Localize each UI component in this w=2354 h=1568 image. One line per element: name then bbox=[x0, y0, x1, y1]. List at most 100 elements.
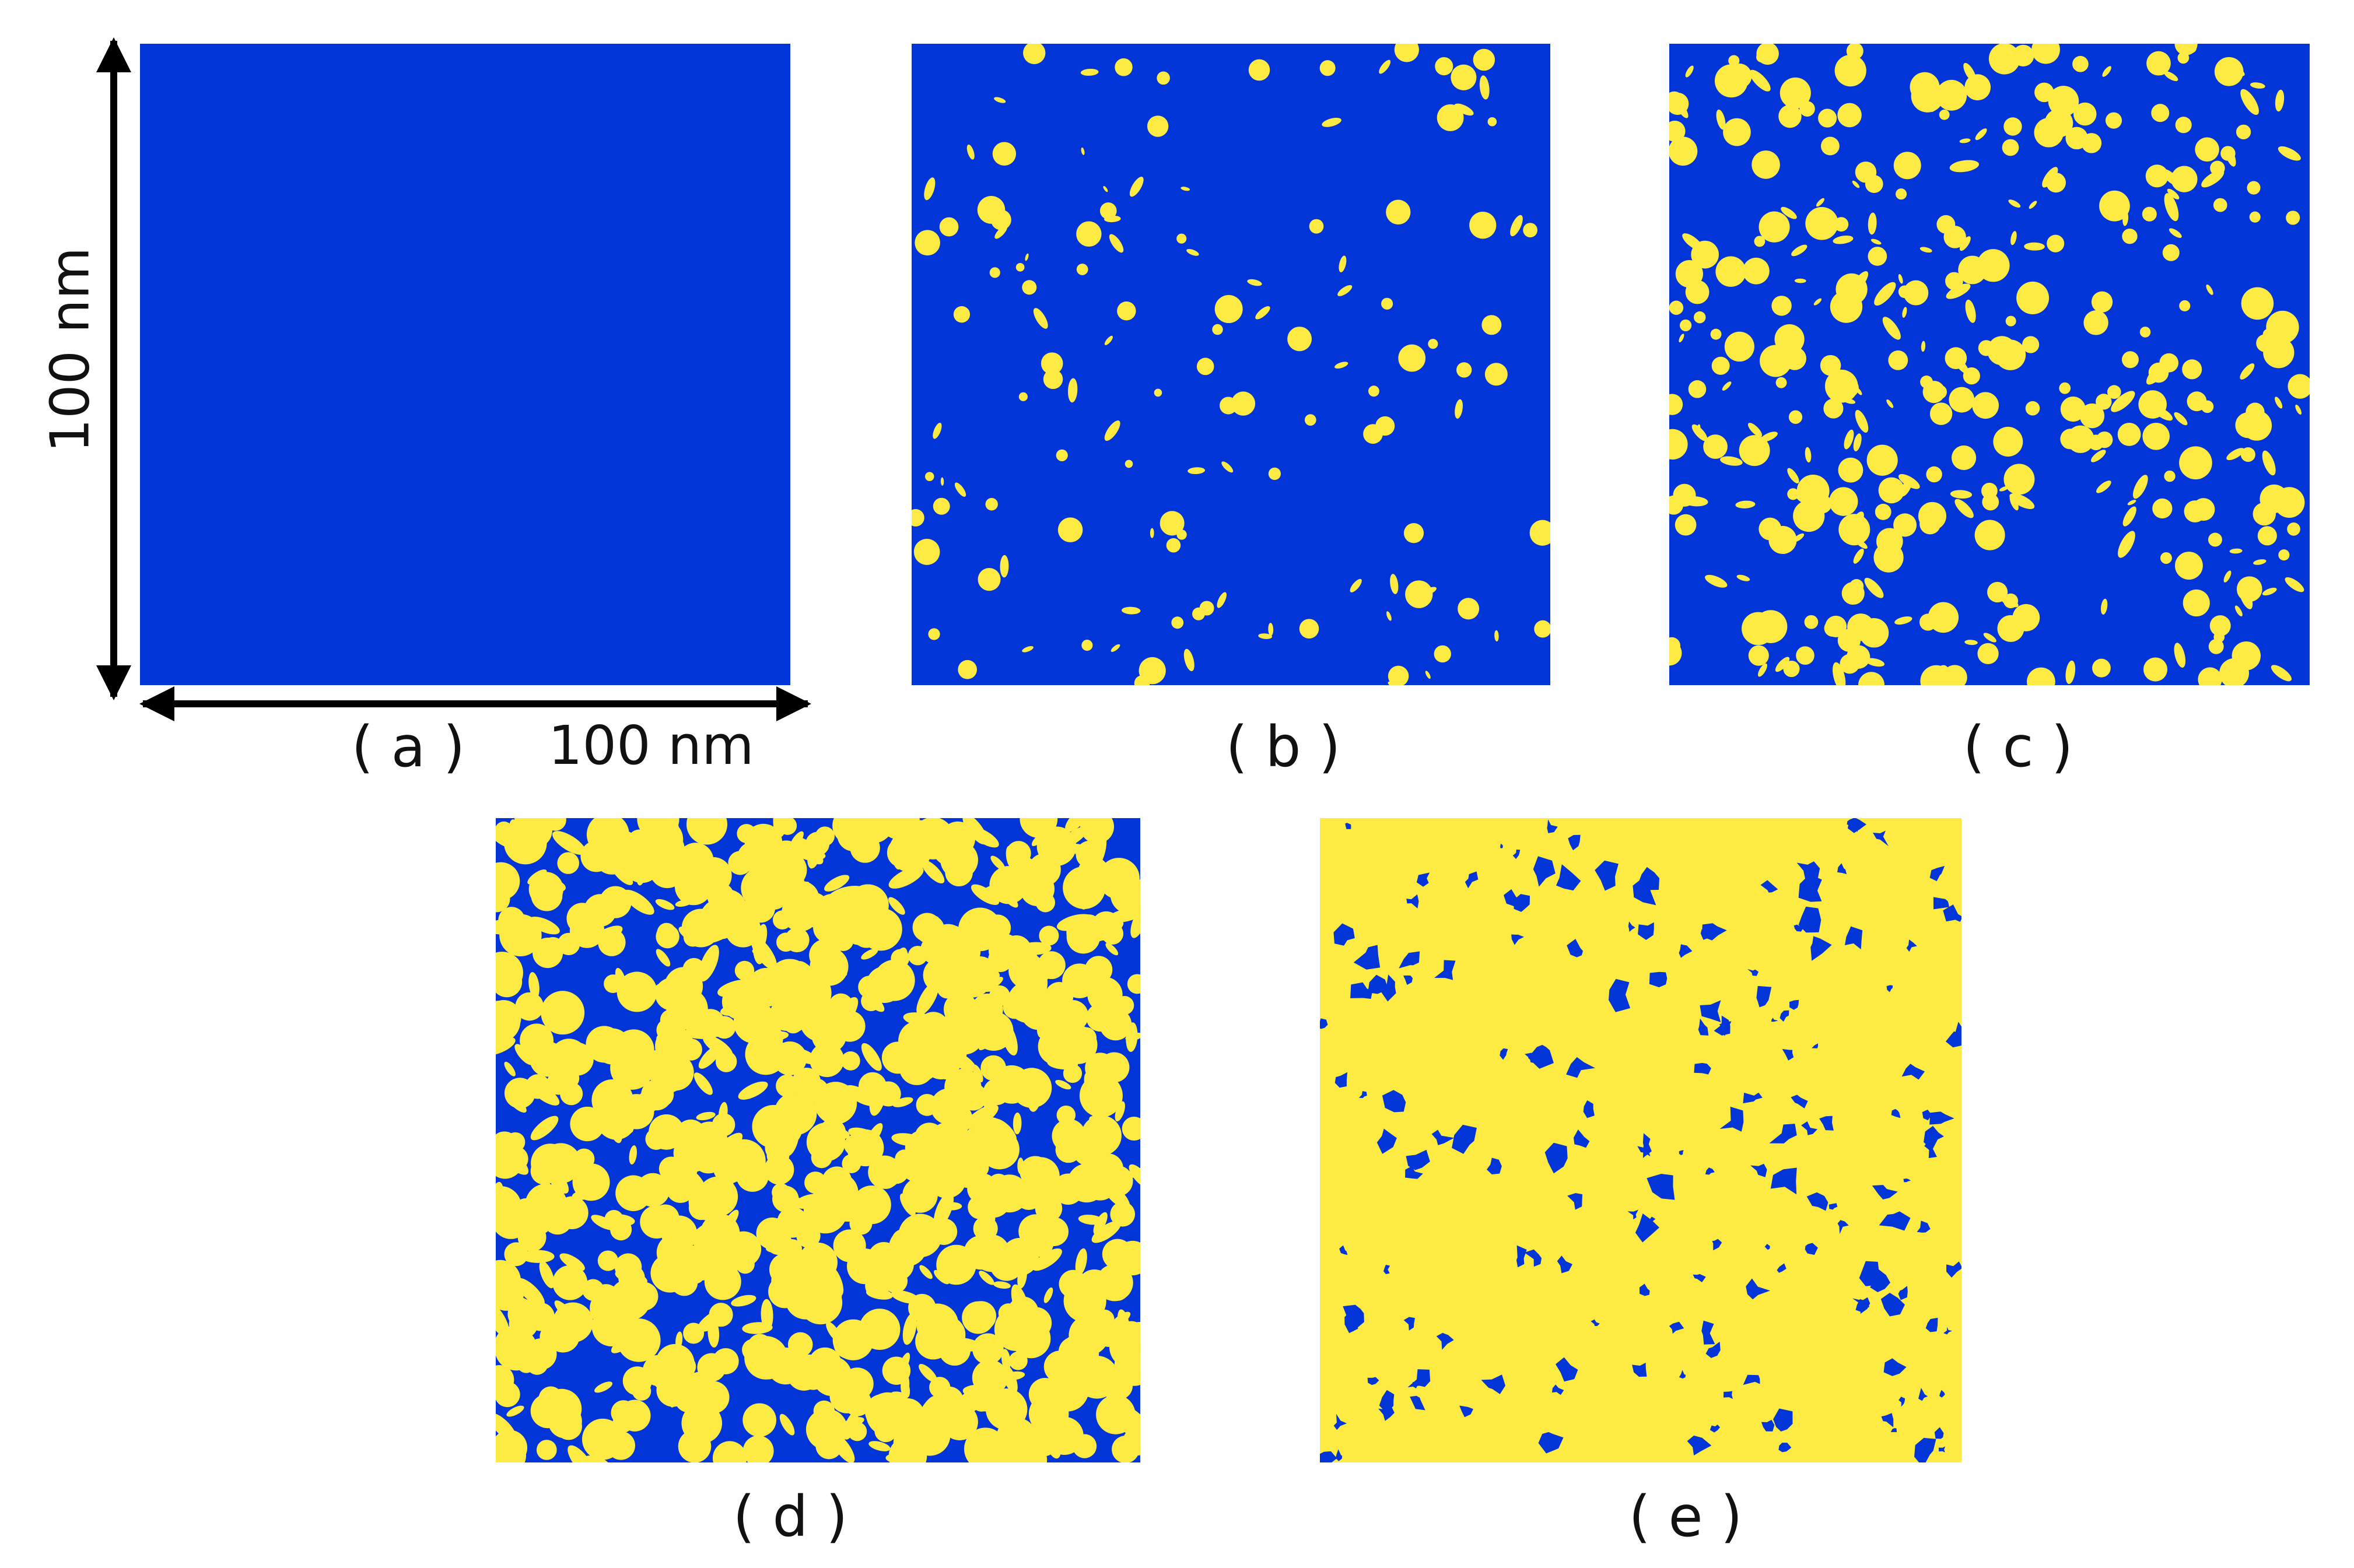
particle bbox=[993, 1281, 1011, 1289]
void bbox=[1872, 1185, 1898, 1199]
particle bbox=[1694, 311, 1706, 324]
void bbox=[1335, 1449, 1343, 1461]
particle bbox=[546, 1319, 580, 1353]
particle bbox=[541, 1388, 582, 1429]
void bbox=[1557, 1255, 1572, 1274]
void bbox=[1881, 1413, 1894, 1427]
particle bbox=[2065, 660, 2076, 685]
particle bbox=[1455, 399, 1463, 419]
particle bbox=[1823, 398, 1844, 419]
particle bbox=[2142, 422, 2170, 450]
particle bbox=[1756, 44, 1779, 65]
particle bbox=[2262, 328, 2274, 339]
particle bbox=[1186, 248, 1199, 256]
particle bbox=[1898, 274, 1903, 284]
particle bbox=[1888, 350, 1908, 370]
particle bbox=[1001, 891, 1018, 908]
particle bbox=[510, 1297, 530, 1317]
void bbox=[1333, 1413, 1347, 1430]
caption-b: ( b ) bbox=[1225, 714, 1341, 780]
particle bbox=[1866, 444, 1898, 476]
particle bbox=[1720, 456, 1743, 466]
void bbox=[1334, 1072, 1348, 1088]
particle bbox=[912, 508, 924, 527]
particle bbox=[604, 1209, 623, 1229]
particle bbox=[1739, 435, 1770, 466]
particle bbox=[675, 899, 692, 907]
particle bbox=[1081, 892, 1095, 910]
particle bbox=[933, 423, 942, 439]
void bbox=[1872, 830, 1889, 847]
particle bbox=[1742, 612, 1775, 646]
particle bbox=[735, 1023, 762, 1043]
void bbox=[1500, 843, 1503, 849]
void bbox=[1382, 1090, 1406, 1113]
particle bbox=[1977, 643, 1999, 665]
void bbox=[1649, 971, 1668, 988]
particle bbox=[2139, 327, 2151, 338]
particle bbox=[528, 917, 560, 935]
void bbox=[1914, 1437, 1936, 1462]
void bbox=[1793, 924, 1804, 932]
void bbox=[1828, 1203, 1838, 1210]
particle bbox=[656, 949, 671, 967]
particle bbox=[1381, 297, 1393, 310]
particle bbox=[2060, 397, 2086, 422]
particle bbox=[902, 1380, 910, 1398]
particle bbox=[1403, 523, 1424, 543]
void bbox=[1567, 939, 1583, 957]
particle bbox=[1758, 663, 1767, 677]
particle bbox=[1794, 278, 1806, 283]
particle bbox=[1379, 59, 1391, 74]
void bbox=[1747, 969, 1759, 976]
particle bbox=[917, 1012, 950, 1043]
particle bbox=[598, 928, 626, 956]
particle bbox=[819, 1118, 846, 1146]
void bbox=[1533, 856, 1556, 887]
void bbox=[1760, 880, 1778, 893]
particle bbox=[2111, 391, 2135, 412]
void bbox=[1777, 1263, 1786, 1273]
particle bbox=[1964, 640, 1978, 646]
particle bbox=[1793, 500, 1825, 532]
particle bbox=[1268, 623, 1274, 636]
particle bbox=[644, 829, 685, 871]
void bbox=[1712, 1239, 1722, 1251]
particle bbox=[933, 1192, 954, 1228]
void bbox=[1903, 1178, 1911, 1183]
particle bbox=[1858, 672, 1885, 685]
particle bbox=[2034, 118, 2064, 148]
particle bbox=[1157, 71, 1170, 85]
void bbox=[1627, 1209, 1638, 1220]
particle bbox=[1929, 402, 1953, 425]
void bbox=[1514, 894, 1530, 912]
particle bbox=[1722, 381, 1732, 391]
particle bbox=[992, 142, 1017, 166]
void bbox=[1333, 923, 1355, 946]
particle bbox=[2262, 450, 2276, 476]
particle bbox=[576, 915, 601, 937]
particle bbox=[1115, 1404, 1140, 1429]
void bbox=[1771, 1018, 1778, 1022]
particle bbox=[2016, 281, 2050, 314]
particle bbox=[1705, 437, 1725, 457]
particle bbox=[2096, 480, 2111, 493]
particle bbox=[1834, 54, 1866, 87]
particle bbox=[749, 968, 781, 1000]
particle bbox=[2171, 166, 2198, 192]
particle bbox=[1127, 974, 1140, 994]
particle bbox=[2174, 412, 2188, 426]
particle bbox=[1945, 272, 1963, 290]
particle bbox=[1942, 665, 1967, 685]
particle bbox=[655, 1026, 695, 1066]
particle bbox=[594, 1381, 613, 1393]
particle bbox=[852, 920, 881, 948]
void bbox=[1929, 1111, 1954, 1125]
particle bbox=[2048, 86, 2079, 117]
void bbox=[1810, 936, 1832, 961]
particle bbox=[2266, 310, 2299, 344]
particle bbox=[516, 1278, 545, 1307]
particle bbox=[972, 1380, 997, 1405]
particle bbox=[1821, 136, 1840, 156]
particle bbox=[941, 1404, 978, 1440]
